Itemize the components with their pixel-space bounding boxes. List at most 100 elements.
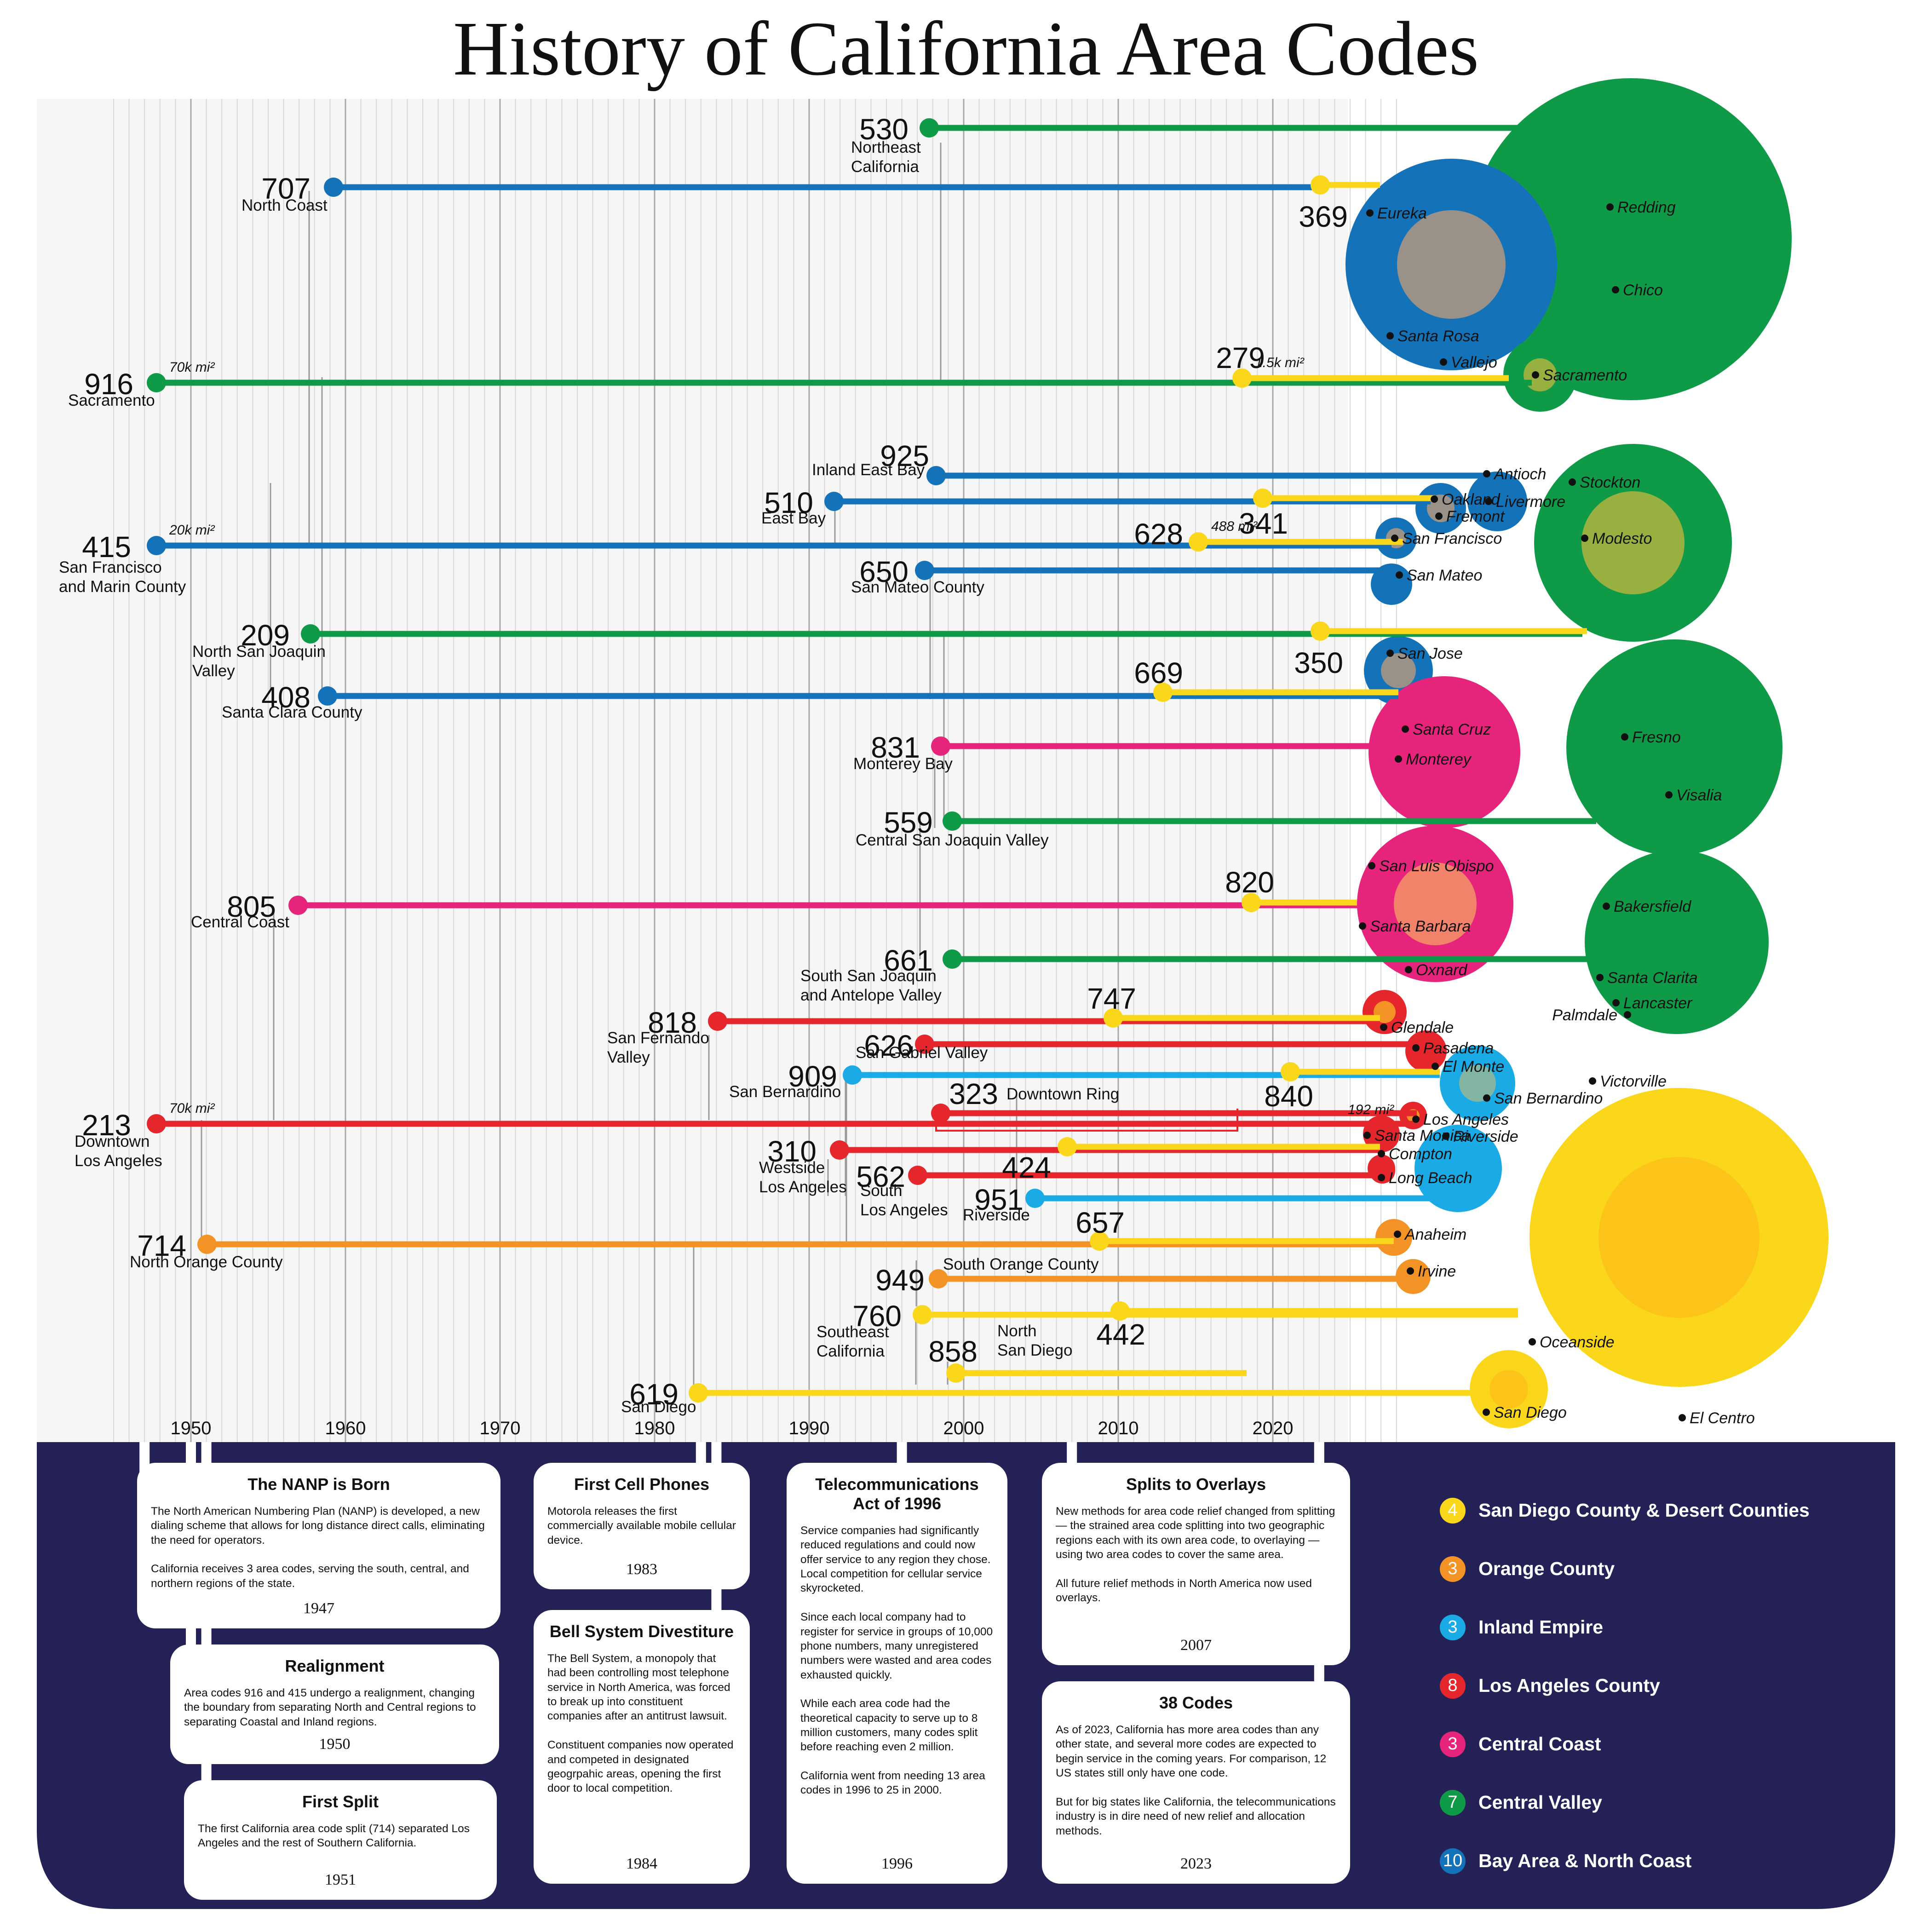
start-dot-858	[946, 1363, 966, 1383]
page-title: History of California Area Codes	[453, 6, 1479, 92]
region-label: and Antelope Valley	[800, 986, 942, 1004]
city-label: Redding	[1617, 199, 1676, 216]
city-marker	[1395, 755, 1402, 763]
city-label: Fresno	[1632, 729, 1681, 746]
start-dot-951	[1025, 1189, 1045, 1208]
region-label: San Bernardino	[729, 1083, 841, 1101]
city-marker	[1596, 974, 1604, 981]
region-label: California	[851, 158, 919, 176]
city-marker	[1442, 1133, 1449, 1140]
city-label: Eureka	[1377, 205, 1427, 222]
region-label: East Bay	[761, 509, 826, 527]
event-title: First Cell Phones	[574, 1475, 710, 1494]
city-marker	[1378, 1150, 1385, 1157]
start-dot-442	[1110, 1301, 1130, 1321]
city-label: Santa Clarita	[1607, 969, 1698, 987]
area-bubble	[1470, 78, 1792, 400]
legend-count: 10	[1440, 1848, 1466, 1874]
start-dot-626	[915, 1035, 934, 1054]
area-note: 20k mi²	[169, 523, 215, 538]
city-marker	[1665, 791, 1673, 799]
code-label-510: 510	[764, 486, 813, 519]
region-label: Central San Joaquin Valley	[856, 831, 1049, 849]
event-card: Telecommunications Act of 1996 Service co…	[787, 1463, 1007, 1884]
code-label-323: 323	[949, 1077, 998, 1110]
city-label: Sacramento	[1543, 367, 1627, 384]
grid-background	[37, 99, 1348, 1442]
event-card: The NANP is Born The North American Numbe…	[137, 1463, 500, 1628]
year-label: 2020	[1253, 1418, 1294, 1438]
region-label: South	[860, 1182, 902, 1200]
downtown-ring-outline	[935, 1109, 1238, 1132]
city-marker	[1483, 470, 1490, 477]
city-label: Monterey	[1406, 751, 1472, 768]
event-card: First Split The first California area cod…	[184, 1780, 497, 1900]
city-label: Vallejo	[1451, 354, 1497, 371]
city-label: Fremont	[1446, 508, 1505, 525]
city-label: San Diego	[1494, 1404, 1567, 1421]
city-marker	[1569, 478, 1576, 486]
legend-count: 3	[1440, 1731, 1466, 1757]
legend-label: Bay Area & North Coast	[1478, 1850, 1692, 1871]
legend-item: 3 Central Coast	[1440, 1715, 1923, 1773]
legend-label: Central Coast	[1478, 1733, 1601, 1754]
start-dot-350	[1311, 621, 1330, 641]
city-label: Bakersfield	[1614, 898, 1691, 915]
start-dot-209	[301, 624, 320, 644]
region-label: North Coast	[242, 196, 328, 214]
city-marker	[1589, 1077, 1596, 1085]
start-dot-661	[943, 949, 962, 969]
code-label-350: 350	[1294, 646, 1343, 679]
region-bubbles	[1346, 78, 1828, 1428]
event-title: Bell System Divestiture	[549, 1622, 734, 1641]
event-card: Bell System Divestiture The Bell System, …	[534, 1610, 750, 1884]
event-card: Splits to Overlays New methods for area c…	[1042, 1463, 1350, 1665]
start-dot-562	[908, 1166, 927, 1185]
region-label: Southeast	[816, 1323, 889, 1341]
legend-item: 3 Inland Empire	[1440, 1598, 1923, 1656]
year-label: 2010	[1098, 1418, 1139, 1438]
code-label-909: 909	[788, 1060, 837, 1093]
code-label-341: 341	[1239, 507, 1288, 540]
code-label-916: 916	[84, 368, 133, 401]
code-label-669: 669	[1134, 656, 1183, 690]
region-label: and Marin County	[59, 578, 186, 596]
start-dot-949	[929, 1269, 948, 1288]
start-dot-310	[830, 1140, 849, 1160]
city-label: San Jose	[1397, 645, 1463, 662]
area-bubble	[1598, 1157, 1760, 1318]
region-label: Valley	[192, 662, 235, 680]
code-label-858: 858	[928, 1335, 978, 1368]
city-marker	[1386, 650, 1394, 657]
code-label-818: 818	[648, 1006, 697, 1039]
code-label-925: 925	[880, 439, 929, 472]
event-body: Service companies had significantly redu…	[800, 1524, 993, 1797]
city-marker	[1407, 1267, 1414, 1275]
event-body: Motorola releases the first commercially…	[547, 1505, 736, 1547]
code-label-626: 626	[864, 1029, 913, 1062]
city-label: Antioch	[1493, 466, 1546, 483]
start-dot-657	[1090, 1231, 1109, 1251]
area-note: 70k mi²	[169, 1101, 215, 1116]
event-title: Splits to Overlays	[1126, 1475, 1266, 1494]
city-marker	[1603, 903, 1610, 910]
region-label: Los Angeles	[860, 1201, 948, 1219]
year-label: 1950	[171, 1418, 212, 1438]
region-label: Downtown Ring	[1006, 1085, 1119, 1103]
region-label: Riverside	[963, 1206, 1030, 1224]
city-label: El Monte	[1443, 1058, 1504, 1075]
event-body: New methods for area code relief changed…	[1056, 1505, 1335, 1604]
legend-item: 3 Orange County	[1440, 1540, 1923, 1598]
city-marker	[1432, 1063, 1439, 1070]
city-label: Riverside	[1453, 1128, 1518, 1145]
event-body: The Bell System, a monopoly that had bee…	[547, 1652, 734, 1795]
event-year: 1947	[303, 1600, 334, 1617]
area-bubble	[1467, 472, 1527, 531]
city-marker	[1391, 535, 1398, 542]
region-label: Valley	[607, 1048, 650, 1066]
area-bubble	[1459, 1065, 1496, 1102]
code-labels: Redding Chico Eureka Santa Rosa Vallejo Sacra…	[59, 113, 1755, 1427]
code-label-415: 415	[82, 530, 131, 564]
city-label: Santa Cruz	[1413, 721, 1491, 738]
area-bubble	[1381, 653, 1416, 688]
